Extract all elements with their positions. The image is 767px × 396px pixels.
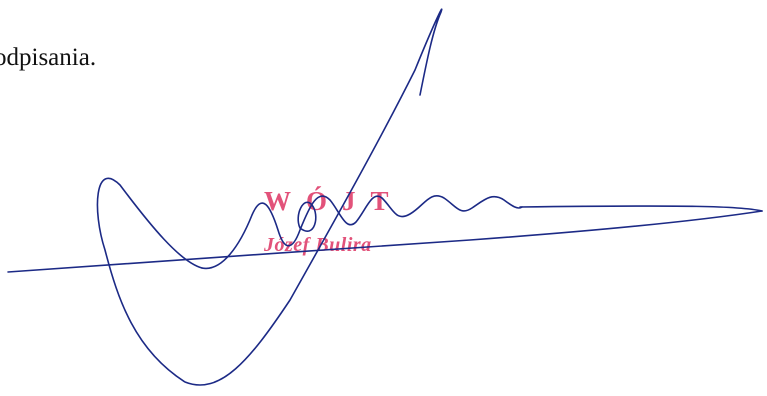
stamp-title: WÓJT xyxy=(264,186,404,216)
body-text-fragment: odpisania. xyxy=(0,44,97,71)
official-stamp: WÓJT Józef Bulira xyxy=(262,186,422,276)
stamp-name: Józef Bulira xyxy=(264,234,372,256)
